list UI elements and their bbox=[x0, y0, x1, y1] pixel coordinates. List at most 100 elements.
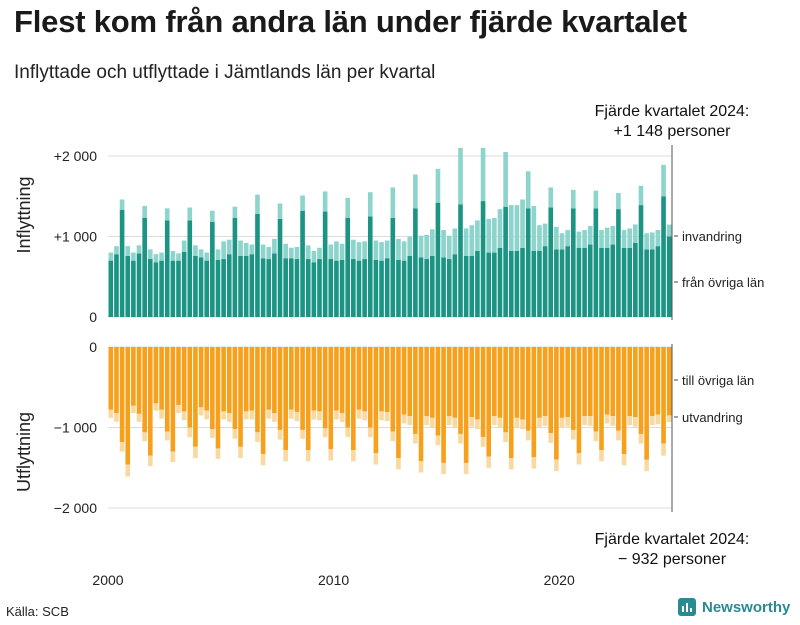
bar-outflow-emigration bbox=[345, 427, 351, 438]
bar-inflow-other-counties bbox=[390, 217, 396, 318]
bar-outflow-emigration bbox=[215, 448, 221, 459]
legend-label: utvandring bbox=[682, 410, 743, 425]
bar-outflow-emigration bbox=[559, 417, 565, 428]
bar-inflow-immigration bbox=[260, 244, 266, 259]
legend-label: till övriga län bbox=[682, 373, 754, 388]
bar-inflow-immigration bbox=[277, 203, 283, 219]
annotation-bottom-line1: Fjärde kvartalet 2024: bbox=[595, 531, 750, 548]
bar-inflow-other-counties bbox=[339, 259, 345, 318]
bar-inflow-other-counties bbox=[373, 259, 379, 318]
bar-outflow-other-counties bbox=[441, 347, 446, 463]
bar-inflow-immigration bbox=[401, 241, 407, 261]
brand-logo[interactable]: Newsworthy bbox=[678, 598, 790, 616]
bar-inflow-immigration bbox=[559, 233, 565, 250]
bar-inflow-immigration bbox=[548, 187, 554, 208]
bar-outflow-other-counties bbox=[328, 347, 334, 450]
bar-inflow-immigration bbox=[153, 254, 159, 263]
bar-outflow-emigration bbox=[255, 432, 260, 442]
bar-outflow-other-counties bbox=[661, 347, 666, 444]
axes: +2 000 +1 000 0 0 −1 000 −2 000 2000 2010 2020 In… bbox=[14, 103, 764, 588]
bar-outflow-emigration bbox=[181, 411, 187, 421]
bar-outflow-other-counties bbox=[215, 347, 221, 449]
bar-inflow-immigration bbox=[243, 242, 249, 256]
bar-outflow-other-counties bbox=[407, 347, 413, 417]
bar-outflow-emigration bbox=[649, 416, 655, 426]
bar-inflow-other-counties bbox=[610, 244, 616, 317]
bar-inflow-immigration bbox=[147, 249, 153, 260]
bar-outflow-other-counties bbox=[570, 347, 576, 430]
bar-inflow-other-counties bbox=[210, 222, 215, 317]
bar-inflow-other-counties bbox=[475, 250, 480, 317]
bar-chart-icon bbox=[678, 598, 696, 616]
bar-outflow-emigration bbox=[463, 462, 469, 475]
bar-inflow-other-counties bbox=[497, 247, 503, 317]
bar-outflow-other-counties bbox=[559, 347, 565, 418]
bar-inflow-immigration bbox=[418, 235, 424, 258]
bar-outflow-other-counties bbox=[373, 347, 379, 454]
bar-inflow-other-counties bbox=[317, 259, 322, 317]
bar-inflow-immigration bbox=[458, 147, 463, 205]
bar-inflow-immigration bbox=[525, 171, 531, 209]
bar-outflow-emigration bbox=[131, 405, 136, 414]
bar-inflow-immigration bbox=[644, 233, 649, 250]
bar-outflow-other-counties bbox=[170, 347, 176, 452]
bar-outflow-emigration bbox=[334, 410, 339, 420]
bar-outflow-emigration bbox=[503, 432, 508, 442]
bar-outflow-emigration bbox=[554, 459, 559, 471]
bar-outflow-other-counties bbox=[649, 347, 655, 417]
bar-outflow-other-counties bbox=[181, 347, 187, 412]
bar-inflow-immigration bbox=[362, 241, 367, 260]
bar-inflow-other-counties bbox=[125, 255, 131, 317]
bar-inflow-other-counties bbox=[429, 255, 435, 317]
chart-subtitle: Inflyttade och utflyttade i Jämtlands lä… bbox=[14, 62, 436, 83]
bar-inflow-other-counties bbox=[661, 196, 666, 317]
bar-inflow-other-counties bbox=[226, 254, 232, 317]
bar-inflow-other-counties bbox=[153, 262, 159, 317]
bar-outflow-other-counties bbox=[131, 347, 136, 406]
bar-inflow-immigration bbox=[311, 250, 317, 263]
bar-outflow-emigration bbox=[537, 417, 542, 428]
bar-inflow-immigration bbox=[322, 191, 328, 212]
bar-outflow-other-counties bbox=[520, 347, 525, 420]
bar-outflow-emigration bbox=[418, 461, 424, 473]
bar-inflow-other-counties bbox=[305, 259, 311, 317]
bar-outflow-emigration bbox=[593, 431, 599, 442]
bar-inflow-other-counties bbox=[559, 249, 565, 317]
bar-outflow-emigration bbox=[570, 429, 576, 440]
brand-name: Newsworthy bbox=[702, 598, 791, 616]
x-tick-label: 2010 bbox=[318, 572, 349, 588]
bar-outflow-other-counties bbox=[255, 347, 260, 433]
bar-inflow-immigration bbox=[497, 209, 503, 248]
bar-inflow-other-counties bbox=[204, 260, 210, 317]
bar-outflow-other-counties bbox=[204, 347, 210, 411]
bar-outflow-other-counties bbox=[367, 347, 373, 428]
bar-inflow-other-counties bbox=[384, 258, 390, 318]
bar-inflow-immigration bbox=[441, 230, 446, 258]
annotation-top-line1: Fjärde kvartalet 2024: bbox=[595, 103, 750, 120]
bar-outflow-other-counties bbox=[644, 347, 649, 460]
bar-outflow-other-counties bbox=[424, 347, 429, 417]
bar-inflow-immigration bbox=[503, 151, 508, 207]
bar-inflow-immigration bbox=[469, 225, 475, 256]
bar-inflow-other-counties bbox=[418, 257, 424, 317]
bar-inflow-immigration bbox=[480, 147, 486, 202]
bar-outflow-other-counties bbox=[164, 347, 170, 432]
bar-inflow-immigration bbox=[379, 242, 384, 261]
bar-inflow-immigration bbox=[565, 230, 570, 247]
bar-outflow-other-counties bbox=[390, 347, 396, 432]
bar-inflow-other-counties bbox=[638, 205, 644, 317]
bar-inflow-other-counties bbox=[441, 257, 446, 317]
bar-outflow-other-counties bbox=[548, 347, 554, 434]
bar-inflow-other-counties bbox=[215, 259, 221, 318]
bar-inflow-immigration bbox=[328, 244, 334, 260]
bar-inflow-immigration bbox=[249, 244, 255, 255]
bar-inflow-other-counties bbox=[548, 207, 554, 317]
bar-inflow-immigration bbox=[475, 220, 480, 251]
bar-inflow-immigration bbox=[181, 240, 187, 252]
bar-inflow-immigration bbox=[221, 241, 226, 260]
bar-inflow-immigration bbox=[463, 228, 469, 256]
bar-outflow-other-counties bbox=[125, 347, 131, 465]
bar-outflow-other-counties bbox=[469, 347, 475, 418]
bar-inflow-immigration bbox=[599, 230, 604, 248]
